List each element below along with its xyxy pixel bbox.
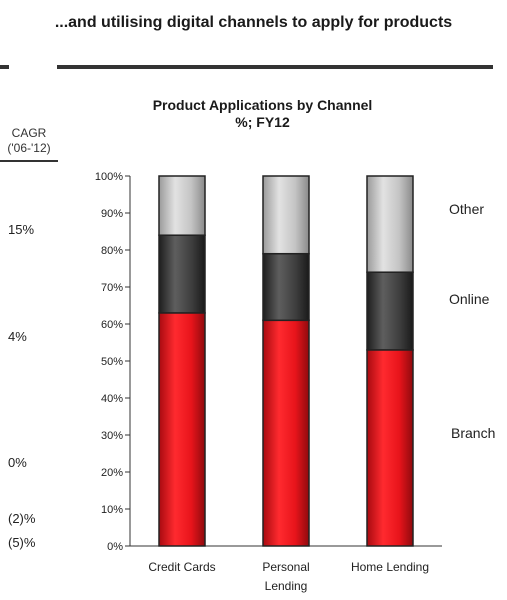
cagr-value-online: 4% [8, 329, 27, 344]
legend-label-other: Other [449, 201, 485, 217]
y-tick-label: 20% [101, 467, 123, 479]
bar-segment-online [262, 252, 310, 322]
bar-segment-online [158, 234, 206, 314]
y-tick-label: 60% [101, 319, 123, 331]
legend-label-online: Online [449, 291, 490, 307]
cagr-value-branch: 0% [8, 455, 27, 470]
bar-segment-other [158, 175, 206, 236]
y-tick-label: 40% [101, 393, 123, 405]
cagr-value-5: (5)% [8, 535, 36, 550]
bar-segment-branch [366, 349, 414, 547]
bar-segment-other [262, 175, 310, 255]
header-rule-right [57, 65, 493, 69]
y-tick-label: 80% [101, 245, 123, 257]
header-rule-left [0, 65, 9, 69]
y-tick-label: 70% [101, 282, 123, 294]
x-category-label: Home Lending [351, 560, 429, 574]
chart-title-block: Product Applications by Channel %; FY12 [120, 97, 405, 131]
headline: ...and utilising digital channels to app… [54, 14, 453, 31]
cagr-header-period: ('06-'12) [7, 141, 51, 155]
cagr-value-4: (2)% [8, 511, 36, 526]
y-tick-label: 30% [101, 430, 123, 442]
y-tick-label: 0% [107, 541, 123, 553]
bar-segment-branch [158, 312, 206, 547]
x-category-label: Credit Cards [148, 560, 215, 574]
y-tick-label: 100% [95, 171, 123, 183]
cagr-rule [0, 160, 58, 162]
bar-segment-online [366, 271, 414, 351]
x-category-label: Personal [262, 560, 309, 574]
chart-title: Product Applications by Channel [152, 97, 373, 113]
y-tick-label: 90% [101, 208, 123, 220]
y-tick-label: 50% [101, 356, 123, 368]
cagr-value-other: 15% [8, 222, 35, 237]
chart-subtitle: %; FY12 [235, 114, 290, 130]
y-tick-label: 10% [101, 504, 123, 516]
legend-label-branch: Branch [451, 425, 496, 441]
cagr-header: CAGR ('06-'12) [0, 126, 58, 156]
cagr-header-label: CAGR [11, 126, 47, 140]
bar-segment-other [366, 175, 414, 273]
bar-segment-branch [262, 319, 310, 547]
x-category-label: Lending [265, 579, 308, 593]
